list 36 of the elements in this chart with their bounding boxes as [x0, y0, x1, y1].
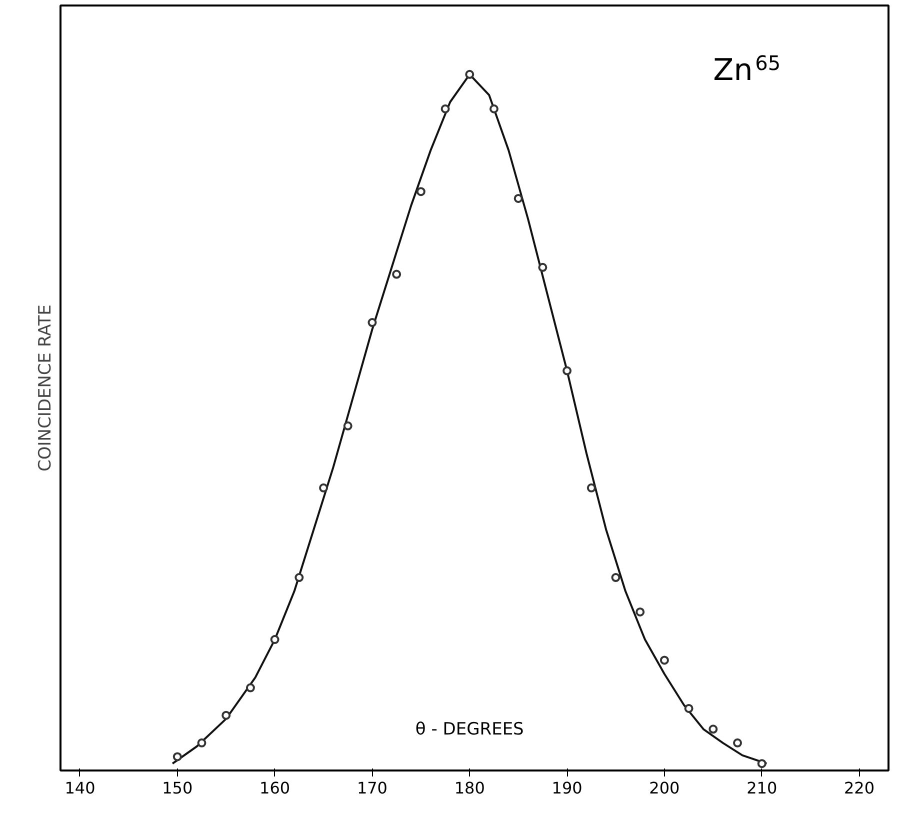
- point: [636, 607, 645, 616]
- point: [172, 752, 182, 762]
- point: [538, 262, 548, 272]
- x-tick-label: 140: [64, 778, 96, 798]
- point: [319, 483, 328, 492]
- point: [489, 104, 498, 114]
- point: [514, 194, 523, 203]
- y-axis-title: COINCIDENCE RATE: [36, 304, 56, 472]
- x-tick-label: 220: [844, 778, 875, 798]
- point: [222, 710, 231, 720]
- point: [197, 738, 206, 748]
- point: [270, 635, 280, 644]
- point: [343, 421, 352, 430]
- point: [368, 318, 377, 328]
- x-tick-label: 170: [356, 778, 388, 798]
- point: [611, 573, 620, 582]
- point: [392, 270, 402, 279]
- point: [416, 187, 426, 196]
- point: [708, 724, 718, 734]
- x-tick-label: 210: [746, 778, 778, 798]
- point: [586, 483, 596, 492]
- x-tick-label: 190: [552, 778, 582, 798]
- x-tick-label: 200: [649, 778, 680, 798]
- point: [465, 70, 474, 79]
- x-tick-label: 150: [162, 778, 193, 798]
- point: [440, 104, 450, 114]
- x-tick-label: 160: [260, 778, 290, 798]
- point: [684, 704, 694, 713]
- point: [246, 683, 255, 692]
- point: [660, 656, 669, 665]
- x-tick-label: 180: [454, 778, 485, 798]
- point: [733, 738, 742, 748]
- point: [294, 573, 304, 582]
- x-axis-title: θ - DEGREES: [415, 719, 524, 740]
- point: [757, 759, 766, 768]
- point: [562, 366, 572, 376]
